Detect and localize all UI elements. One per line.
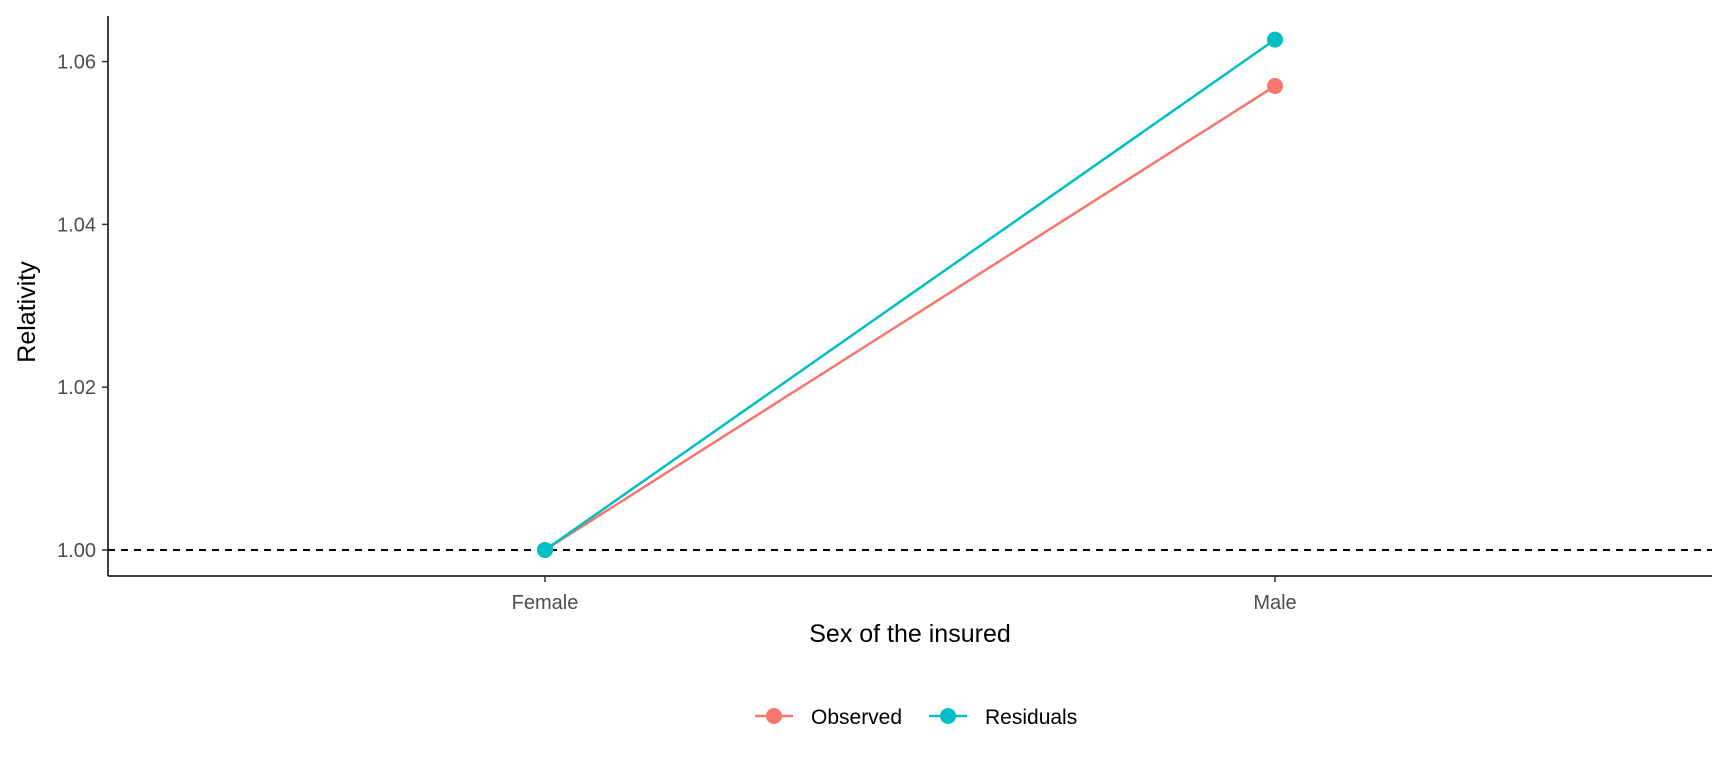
data-point-residuals-male bbox=[1267, 31, 1283, 48]
data-point-observed-male bbox=[1267, 78, 1283, 94]
y-axis-title: Relativity bbox=[13, 261, 41, 363]
legend-label: Residuals bbox=[985, 706, 1077, 729]
y-tick-label: 1.06 bbox=[57, 52, 96, 74]
y-tick-label: 1.02 bbox=[57, 377, 96, 399]
legend: Observed Residuals bbox=[755, 706, 1077, 729]
series-line-residuals bbox=[544, 38, 1276, 551]
legend-item-observed: Observed bbox=[755, 706, 902, 729]
data-point-residuals-female bbox=[537, 541, 553, 558]
y-tick-label: 1.00 bbox=[57, 540, 96, 562]
series-line-observed bbox=[544, 84, 1276, 552]
legend-label: Observed bbox=[811, 706, 902, 729]
x-tick-label: Male bbox=[1253, 592, 1296, 614]
legend-key-marker bbox=[940, 708, 956, 724]
legend-key-marker bbox=[766, 708, 782, 724]
x-axis-title: Sex of the insured bbox=[809, 620, 1011, 648]
series-layer bbox=[537, 31, 1283, 558]
legend-item-residuals: Residuals bbox=[929, 706, 1077, 729]
axis-layer: 1.00 1.02 1.04 1.06 Female Male bbox=[57, 16, 1712, 614]
x-tick-label: Female bbox=[512, 592, 579, 614]
y-tick-label: 1.04 bbox=[57, 214, 96, 236]
